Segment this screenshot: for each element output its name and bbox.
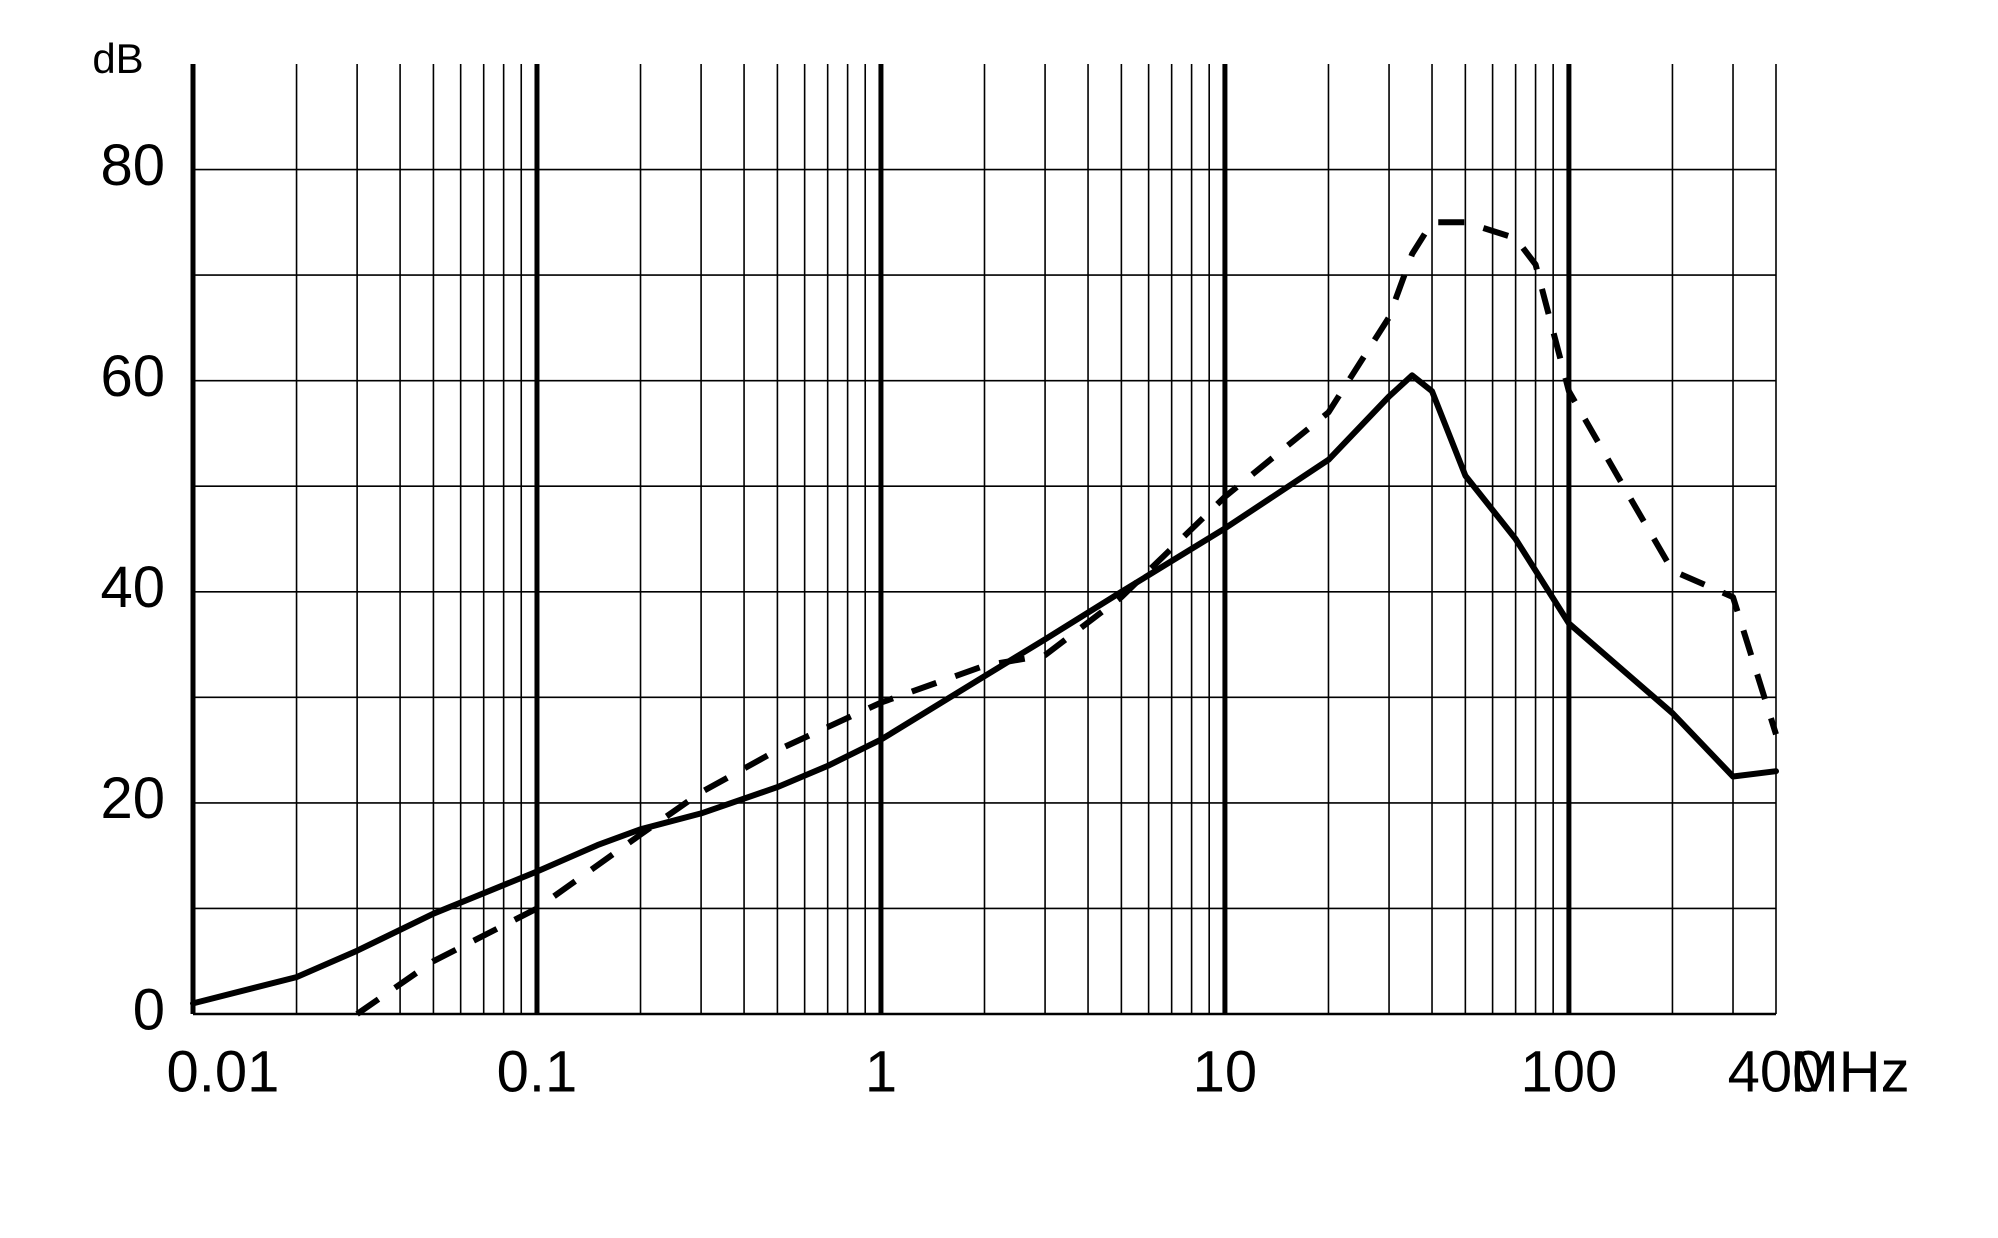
x-tick-label: 10: [1193, 1039, 1258, 1104]
x-tick-label: 100: [1521, 1039, 1618, 1104]
y-tick-label: 80: [100, 133, 165, 198]
x-tick-label: 1: [865, 1039, 897, 1104]
y-tick-label: 40: [100, 555, 165, 620]
x-axis-label: MHz: [1790, 1039, 1909, 1104]
x-tick-label: 0.1: [497, 1039, 578, 1104]
y-tick-label: 20: [100, 766, 165, 831]
y-tick-label: 60: [100, 344, 165, 409]
x-tick-label: 0.01: [167, 1039, 280, 1104]
data-line: [355, 219, 1779, 1017]
y-axis-label: dB: [92, 35, 143, 82]
y-tick-label: 0: [133, 977, 165, 1042]
x-tick-label: 400: [1728, 1039, 1825, 1104]
data-line: [190, 372, 1779, 1007]
